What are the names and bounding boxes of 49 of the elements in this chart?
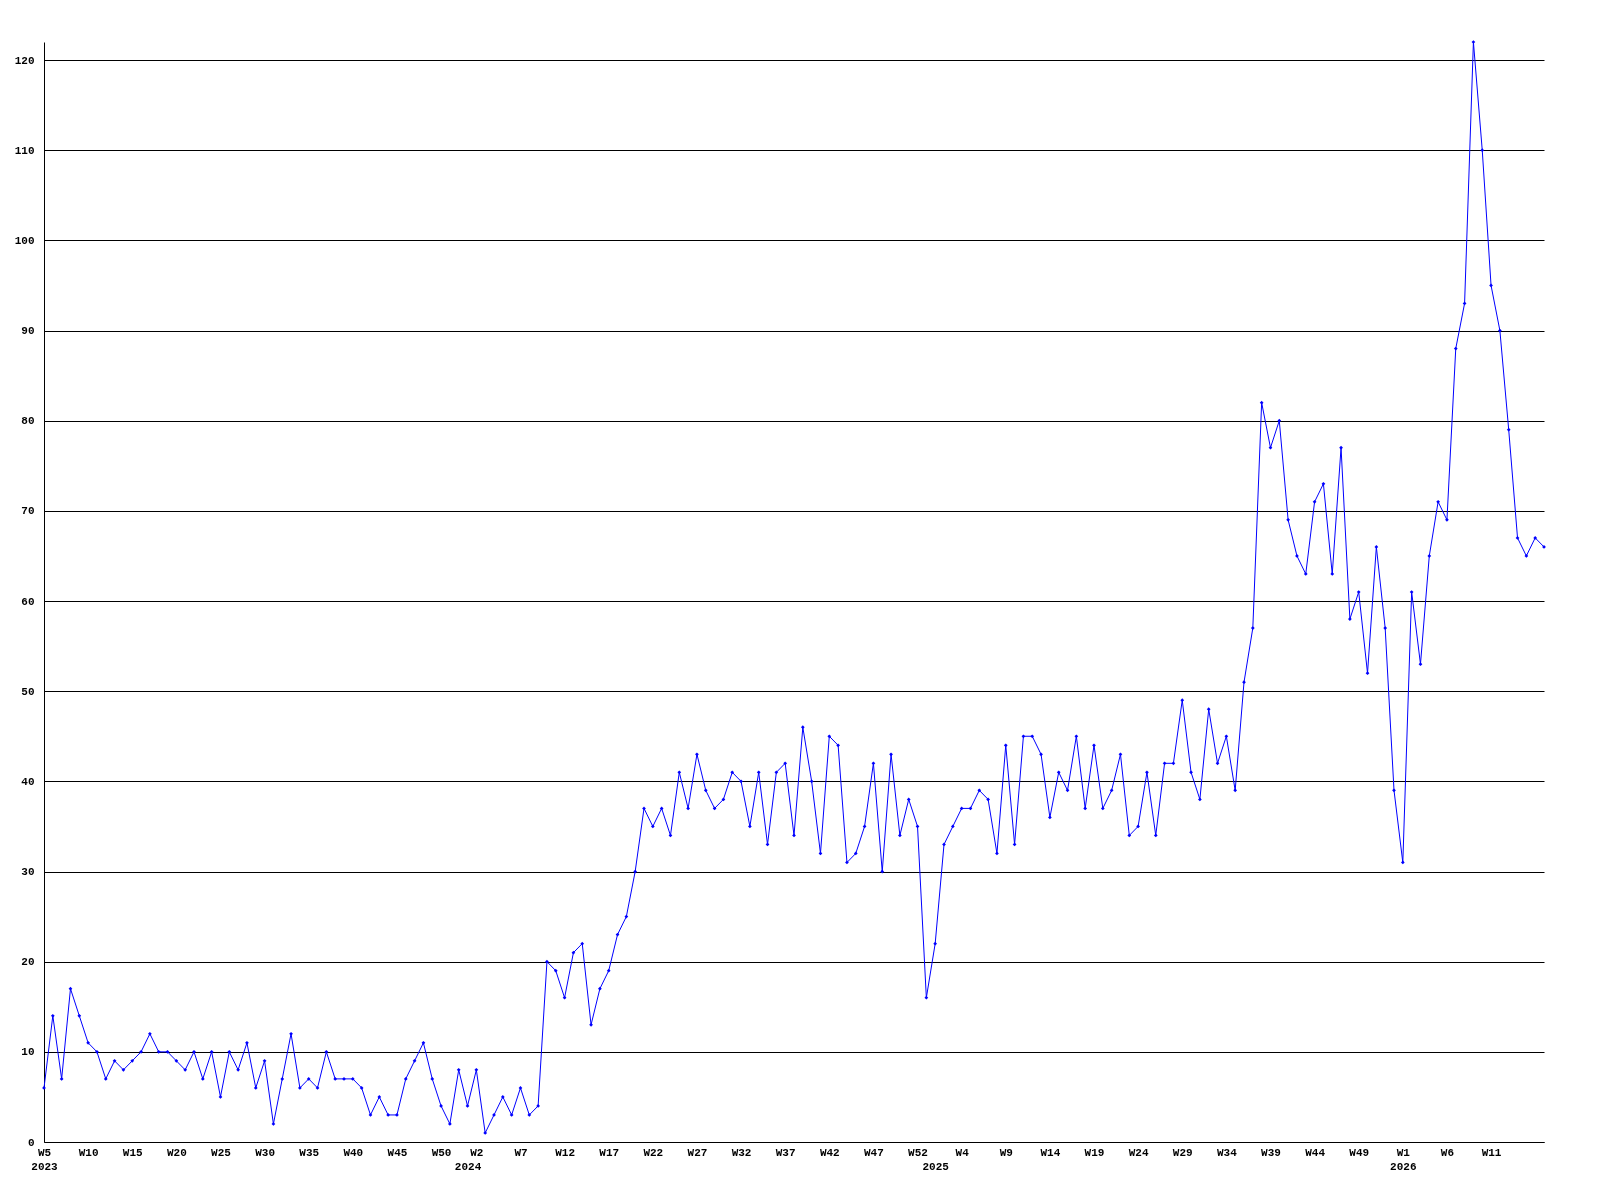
x-tick-label: W6 — [1440, 1146, 1455, 1159]
x-tick-label: W5 2023 — [31, 1146, 59, 1173]
x-tick-label: W37 — [775, 1146, 796, 1159]
x-tick-label: W10 — [78, 1146, 99, 1159]
y-tick-label: 70 — [21, 505, 35, 518]
x-tick-label: W50 — [431, 1146, 452, 1159]
x-tick-label: W25 — [211, 1146, 232, 1159]
x-tick-label: W40 — [343, 1146, 364, 1159]
x-tick-label: W2 — [470, 1146, 484, 1159]
x-tick-label: W42 — [819, 1146, 840, 1159]
y-tick-label: 30 — [21, 866, 35, 879]
x-tick-label: W17 — [599, 1146, 620, 1159]
x-tick-label: W12 — [555, 1146, 575, 1159]
x-tick-label: 2025 — [922, 1160, 950, 1173]
x-tick-label: W30 — [255, 1146, 275, 1159]
x-tick-label: W52 — [908, 1146, 928, 1159]
x-tick-label: W32 — [731, 1146, 752, 1159]
x-tick-label: W11 — [1481, 1146, 1502, 1159]
x-tick-label: W15 — [122, 1146, 144, 1159]
x-tick-label: W49 — [1349, 1146, 1370, 1159]
y-tick-label: 120 — [14, 54, 35, 67]
x-tick-label: W27 — [687, 1146, 708, 1159]
y-tick-label: 80 — [21, 415, 35, 428]
y-tick-label: 110 — [14, 144, 35, 157]
x-tick-label: 2024 — [454, 1160, 482, 1173]
y-tick-label: 50 — [21, 685, 35, 698]
y-tick-label: 20 — [21, 956, 35, 969]
x-tick-label: W4 — [955, 1146, 970, 1159]
x-tick-label: W9 — [999, 1146, 1013, 1159]
x-tick-label: W29 — [1172, 1146, 1193, 1159]
y-tick-label: 40 — [21, 775, 35, 788]
x-tick-label: W1 2026 — [1390, 1146, 1417, 1173]
y-tick-label: 0 — [27, 1136, 35, 1149]
y-tick-label: 10 — [21, 1046, 35, 1059]
x-tick-label: W39 — [1261, 1146, 1281, 1159]
x-tick-label: W47 — [864, 1146, 884, 1159]
x-tick-label: W44 — [1305, 1146, 1326, 1159]
x-tick-label: W14 — [1040, 1146, 1061, 1159]
x-tick-label: W45 — [387, 1146, 408, 1159]
y-tick-label: 100 — [14, 234, 35, 247]
x-tick-label: W20 — [166, 1146, 187, 1159]
x-tick-label: W7 — [514, 1146, 528, 1159]
x-tick-label: W35 — [299, 1146, 320, 1159]
x-tick-label: W24 — [1128, 1146, 1149, 1159]
x-tick-label: W22 — [643, 1146, 664, 1159]
y-tick-label: 60 — [21, 595, 35, 608]
y-tick-label: 90 — [21, 325, 35, 338]
x-tick-label: W19 — [1084, 1146, 1105, 1159]
x-tick-label: W34 — [1216, 1146, 1238, 1159]
